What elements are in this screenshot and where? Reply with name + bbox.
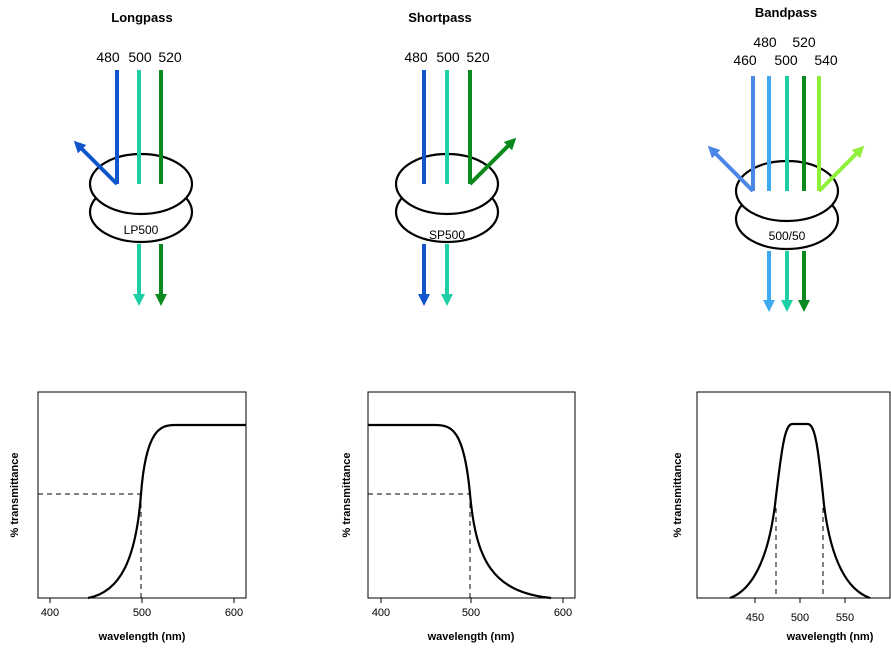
transmission-curve	[87, 423, 246, 600]
x-tick-label: 400	[41, 607, 59, 619]
y-axis-label: % transmittance	[9, 453, 21, 538]
wavelength-label: 540	[814, 52, 838, 68]
wavelength-label: 520	[466, 49, 490, 65]
transmission-curve	[729, 422, 871, 600]
filter-label: 500/50	[769, 229, 806, 243]
wavelength-label: 500	[436, 49, 460, 65]
shortpass-panel: Shortpass 480 500 520 SP500 400 500 600 …	[341, 10, 576, 643]
panel-title: Longpass	[111, 10, 172, 25]
x-tick-label: 500	[462, 607, 480, 619]
filter-label: LP500	[124, 223, 159, 237]
transmission-curve	[368, 423, 552, 600]
reflected-arrow-460	[707, 145, 755, 193]
y-axis-label: % transmittance	[341, 453, 353, 538]
x-axis-label: wavelength (nm)	[427, 631, 515, 643]
x-tick-label: 600	[554, 607, 572, 619]
wavelength-label: 480	[753, 34, 777, 50]
reflected-arrow-540	[817, 145, 865, 193]
reflected-arrow-520	[468, 137, 517, 186]
x-axis-label: wavelength (nm)	[98, 631, 186, 643]
longpass-panel: Longpass 480 500 520 LP500 400 500 600 w…	[9, 10, 247, 643]
wavelength-label: 480	[96, 49, 120, 65]
y-axis-label: % transmittance	[672, 453, 684, 538]
x-tick-label: 550	[836, 612, 854, 624]
wavelength-label: 500	[774, 52, 798, 68]
wavelength-label: 460	[733, 52, 757, 68]
x-tick-label: 600	[225, 607, 243, 619]
wavelength-label: 500	[128, 49, 152, 65]
plot-frame	[696, 391, 891, 599]
wavelength-label: 520	[158, 49, 182, 65]
bandpass-panel: Bandpass 480 520 460 500 540 500/50 450 …	[672, 5, 891, 643]
x-tick-label: 450	[746, 612, 764, 624]
plot-frame	[367, 391, 576, 599]
wavelength-label: 480	[404, 49, 428, 65]
x-tick-label: 500	[133, 607, 151, 619]
wavelength-label: 520	[792, 34, 816, 50]
filter-label: SP500	[429, 228, 465, 242]
x-tick-label: 500	[791, 612, 809, 624]
panel-title: Shortpass	[408, 10, 472, 25]
x-axis-label: wavelength (nm)	[786, 631, 874, 643]
panel-title: Bandpass	[755, 5, 817, 20]
reflected-arrow-480	[73, 140, 119, 186]
x-tick-label: 400	[372, 607, 390, 619]
